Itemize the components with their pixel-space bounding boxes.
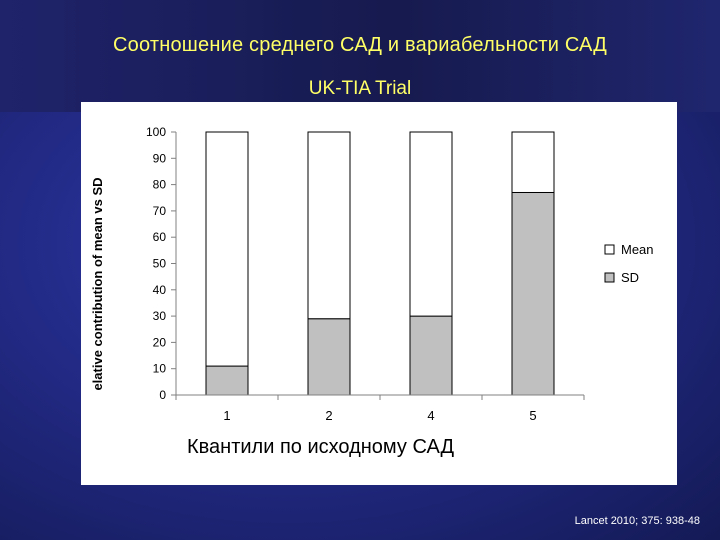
- x-axis-label: Квантили по исходному САД: [187, 436, 454, 458]
- bar-mean-1: [205, 131, 249, 367]
- x-tick-label: 4: [427, 408, 434, 423]
- bar-sd-5: [511, 191, 555, 396]
- y-tick-label: 70: [153, 204, 167, 218]
- legend-swatch-sd: [604, 272, 615, 283]
- y-tick-label: 90: [153, 151, 167, 165]
- legend: Mean SD: [604, 242, 654, 285]
- y-axis-label: elative contribution of mean vs SD: [90, 177, 105, 390]
- y-tick-label: 0: [159, 388, 166, 402]
- bar-sd-4: [409, 315, 453, 396]
- slide-subtitle: UK-TIA Trial: [308, 78, 412, 99]
- bars-layer: [205, 131, 555, 396]
- legend-swatch-mean: [604, 244, 615, 255]
- title-band: [0, 0, 720, 112]
- y-tick-label: 30: [153, 309, 167, 323]
- slide-title: Соотношение среднего САД и вариабельност…: [113, 34, 607, 56]
- legend-label-mean: Mean: [621, 242, 654, 257]
- bar-mean-4: [409, 131, 453, 317]
- y-tick-label: 100: [146, 125, 166, 139]
- bar-mean-5: [511, 131, 555, 193]
- bar-sd-1: [205, 365, 249, 396]
- axis-layer: 0 10 20 30 40 50 60 70 80 90 100 1 2 4 5: [146, 125, 585, 423]
- bar-mean-2: [307, 131, 351, 320]
- y-tick-label: 40: [153, 283, 167, 297]
- bar-sd-2: [307, 318, 351, 396]
- y-tick-label: 60: [153, 230, 167, 244]
- y-tick-label: 20: [153, 335, 167, 349]
- stacked-bar-chart: 0 10 20 30 40 50 60 70 80 90 100 1 2 4 5 elative contr…: [90, 125, 654, 458]
- x-tick-label: 5: [529, 408, 536, 423]
- legend-label-sd: SD: [621, 270, 639, 285]
- y-tick-label: 80: [153, 178, 167, 192]
- chart-panel: 0 10 20 30 40 50 60 70 80 90 100 1 2 4 5 elative contr…: [81, 102, 677, 485]
- y-tick-label: 10: [153, 362, 167, 376]
- citation: Lancet 2010; 375: 938-48: [574, 515, 700, 527]
- x-tick-label: 2: [325, 408, 332, 423]
- x-tick-label: 1: [223, 408, 230, 423]
- y-tick-label: 50: [153, 257, 167, 271]
